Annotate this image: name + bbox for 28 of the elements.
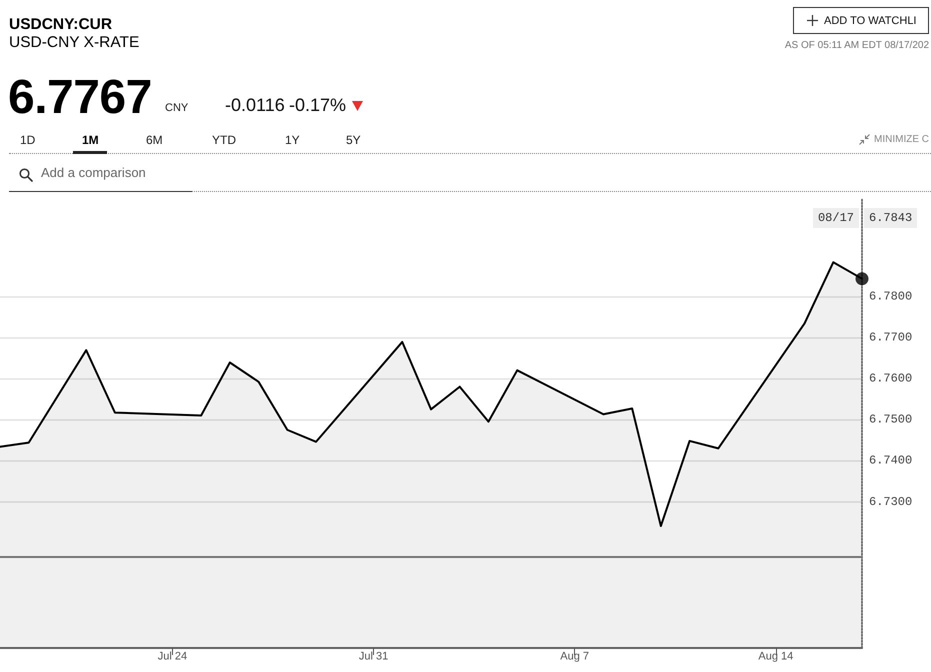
y-tick-label: 6.7600 bbox=[869, 372, 912, 386]
y-tick-label: 6.7400 bbox=[869, 454, 912, 468]
x-tick-label: Jul 24 bbox=[158, 650, 188, 662]
chart-title: USDCNY:CUR bbox=[9, 16, 112, 33]
search-field: Add a comparison bbox=[9, 155, 192, 192]
text: 6.7843 bbox=[864, 208, 918, 228]
x-tick-label: Aug 7 bbox=[560, 650, 590, 662]
text: -0.17% bbox=[289, 95, 346, 115]
text: 5Y bbox=[346, 133, 361, 147]
text: 1D bbox=[20, 133, 36, 147]
text: 1M bbox=[82, 133, 99, 147]
text: -0.0116 bbox=[225, 95, 285, 115]
x-tick-label: Aug 14 bbox=[758, 650, 794, 662]
text: 6.7767 bbox=[8, 71, 152, 124]
y-tick-label: 6.7500 bbox=[869, 412, 912, 427]
y-tick-label: 6.7300 bbox=[869, 494, 912, 509]
text: MINIMIZE C bbox=[874, 134, 929, 145]
x-tick-label: Jul 31 bbox=[358, 650, 388, 662]
chart-subtitle: USD-CNY X-RATE bbox=[9, 34, 140, 51]
text: YTD bbox=[212, 133, 236, 147]
y-tick-label: 6.7700 bbox=[869, 330, 912, 344]
y-tick-label: 6.7800 bbox=[869, 289, 912, 304]
text: 6M bbox=[146, 133, 163, 147]
text: CNY bbox=[165, 102, 188, 114]
annotation: 08/17 bbox=[812, 208, 859, 228]
text: 1Y bbox=[285, 133, 300, 147]
button: ADD TO WATCHLI bbox=[793, 7, 929, 34]
text: AS OF 05:11 AM EDT 08/17/202 bbox=[784, 40, 929, 51]
